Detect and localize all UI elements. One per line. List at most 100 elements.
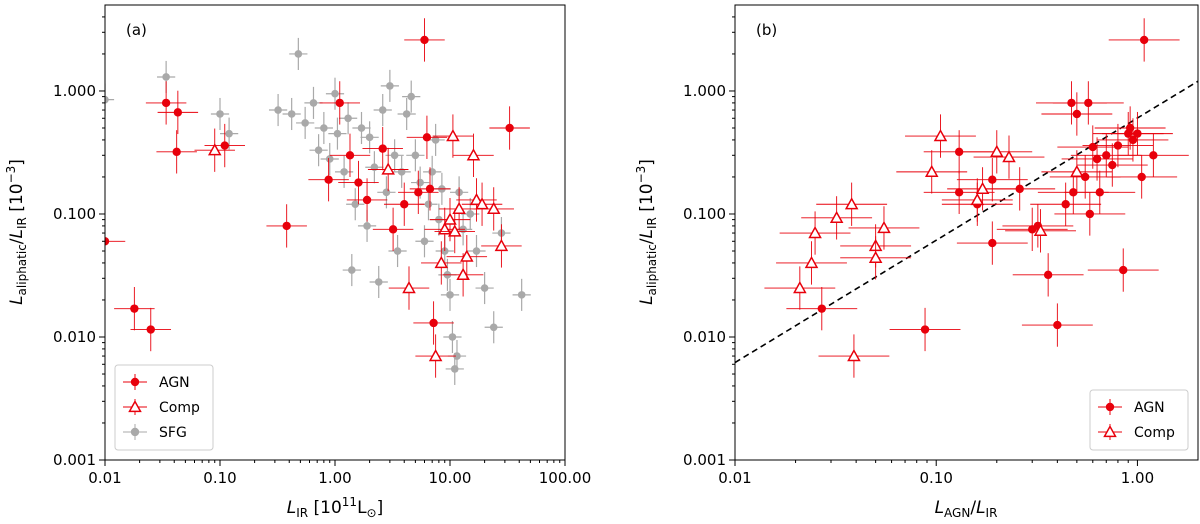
data-point-sfg — [517, 291, 526, 299]
data-point-comp — [494, 238, 509, 252]
data-point-agn — [1128, 135, 1138, 145]
data-point-sfg — [351, 200, 360, 209]
data-point-sfg — [472, 247, 481, 255]
series-agn — [105, 18, 530, 352]
data-point-agn — [1095, 188, 1104, 197]
data-point-sfg — [274, 106, 282, 114]
data-point-sfg — [365, 133, 374, 142]
data-point-comp — [434, 255, 449, 269]
data-point-sfg — [390, 151, 399, 160]
panel-label-b: (b) — [756, 21, 777, 39]
data-point-agn — [335, 98, 344, 108]
data-point-agn — [378, 144, 387, 153]
y-axis-label-b: Laliphatic/LIR [10−3] — [634, 159, 659, 305]
legend-a: AGN Comp SFG — [114, 364, 214, 451]
data-point-sfg — [357, 124, 366, 132]
data-point-comp — [486, 201, 501, 215]
data-point-agn — [988, 238, 997, 248]
series-sfg — [105, 37, 531, 385]
x-tick-label: 0.01 — [88, 469, 121, 487]
data-point-sfg — [424, 200, 433, 209]
data-point-agn — [362, 195, 372, 205]
y-tick-label: 0.100 — [683, 205, 726, 223]
axes-frame-b — [734, 4, 1199, 461]
plot-area-b — [735, 18, 1198, 378]
data-point-sfg — [448, 333, 457, 341]
data-point-sfg — [382, 188, 391, 197]
data-point-agn — [1072, 109, 1082, 119]
data-point-agn — [400, 200, 409, 209]
data-point-agn — [1092, 154, 1102, 164]
data-point-agn — [1053, 320, 1062, 330]
data-point-agn — [920, 325, 930, 334]
data-point-sfg — [489, 323, 498, 332]
data-point-agn — [1085, 209, 1095, 219]
data-point-sfg — [431, 136, 440, 144]
panel-b: 0.01 0.10 1.00 0.001 0.010 0.100 1.000 (b) LAG… — [634, 4, 1199, 520]
data-point-agn — [173, 108, 183, 117]
y-tick-label: 0.010 — [683, 328, 726, 346]
data-point-agn — [388, 225, 398, 234]
data-point-agn — [1080, 172, 1090, 182]
data-point-agn — [1088, 142, 1097, 152]
data-point-comp — [456, 267, 470, 281]
data-point-sfg — [314, 146, 323, 155]
data-point-agn — [105, 237, 110, 246]
data-point-agn — [1043, 270, 1053, 280]
data-point-agn — [161, 98, 171, 108]
data-point-agn — [354, 178, 363, 187]
data-point-sfg — [325, 155, 334, 163]
data-point-comp — [844, 197, 859, 210]
data-point-agn — [1137, 172, 1146, 182]
data-point-agn — [1119, 265, 1128, 275]
data-point-sfg — [320, 124, 328, 132]
data-point-agn — [282, 221, 291, 231]
data-point-sfg — [294, 50, 303, 58]
data-point-agn — [1149, 151, 1158, 160]
data-point-comp — [446, 129, 460, 142]
data-point-comp — [207, 143, 222, 156]
data-point-agn — [429, 318, 438, 328]
panel-label-a: (a) — [126, 21, 147, 39]
data-point-sfg — [407, 92, 416, 101]
data-point-agn — [817, 304, 826, 313]
legend-b: AGN Comp — [1089, 389, 1189, 451]
legend-label-comp: Comp — [159, 400, 200, 416]
data-point-agn — [1102, 151, 1111, 160]
data-point-comp — [437, 222, 452, 235]
series-agn — [786, 18, 1189, 352]
x-tick-label: 0.01 — [718, 469, 751, 487]
data-point-comp — [447, 224, 462, 237]
data-point-sfg — [393, 247, 402, 255]
data-point-sfg — [162, 73, 170, 81]
data-point-agn — [425, 184, 435, 194]
data-point-comp — [804, 255, 819, 269]
data-point-comp — [924, 164, 939, 178]
x-axis-label-a: LIR [1011L⊙] — [287, 495, 384, 520]
data-point-sfg — [466, 210, 475, 218]
data-point-comp — [381, 162, 395, 175]
y-tick-label: 1.000 — [683, 82, 726, 100]
data-point-sfg — [386, 82, 394, 90]
data-point-agn — [324, 175, 333, 184]
data-point-sfg — [331, 89, 339, 98]
data-point-agn — [220, 141, 229, 150]
y-tick-label: 0.100 — [53, 205, 96, 223]
legend-marker — [1105, 402, 1115, 412]
data-point-agn — [1139, 35, 1149, 45]
ticks-b: 0.01 0.10 1.00 0.001 0.010 0.100 1.000 — [683, 16, 1154, 487]
x-axis-label-b: LAGN/LIR — [935, 498, 998, 520]
data-point-sfg — [446, 291, 454, 299]
data-point-agn — [420, 35, 429, 45]
data-point-agn — [422, 133, 432, 142]
y-tick-label: 0.010 — [53, 328, 96, 346]
ticks-a: 0.01 0.10 1.00 10.00 100.00 0.001 0.010 0.100 1.… — [53, 16, 591, 487]
x-tick-label: 1.00 — [1121, 469, 1154, 487]
data-point-agn — [1061, 200, 1070, 209]
legend-label-sfg: SFG — [159, 425, 187, 441]
data-point-sfg — [216, 110, 224, 118]
x-tick-label: 0.10 — [203, 469, 236, 487]
data-point-sfg — [363, 222, 371, 230]
data-point-agn — [954, 188, 964, 197]
data-point-agn — [345, 151, 355, 160]
